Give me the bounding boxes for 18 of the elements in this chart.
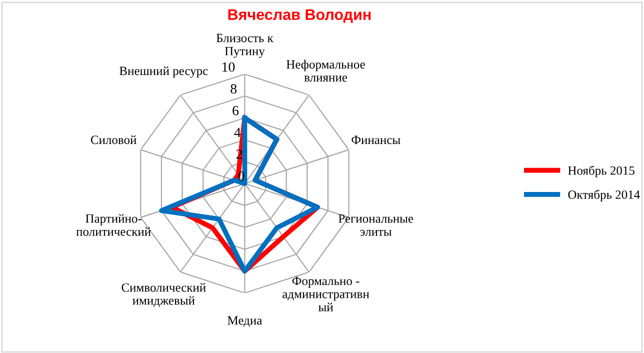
spoke-label: Символический имиджевый <box>122 283 206 308</box>
y-tick-label: 6 <box>232 106 239 116</box>
spoke-label: Неформальное влияние <box>286 60 365 82</box>
spoke-label: Партийно- политический <box>76 214 151 236</box>
y-tick-label: 4 <box>234 128 241 137</box>
spoke-label: Региональные элиты <box>338 214 414 236</box>
y-tick-label: 10 <box>222 62 235 72</box>
y-tick-label: 0 <box>238 171 244 181</box>
spoke-label: Силовой <box>90 135 136 144</box>
spoke-label: Финансы <box>352 136 400 144</box>
spoke-label: Формально - административн ый <box>282 276 370 312</box>
legend-label: Октябрь 2014 <box>568 190 640 202</box>
chart-title: Вячеслав Володин <box>228 9 371 23</box>
legend-label: Ноябрь 2015 <box>568 166 634 178</box>
spoke-label: Медиа <box>228 316 262 327</box>
spoke-label: Близость к Путину <box>216 34 274 58</box>
spoke-label: Внешний ресурс <box>120 66 208 78</box>
y-tick-label: 8 <box>230 84 237 94</box>
